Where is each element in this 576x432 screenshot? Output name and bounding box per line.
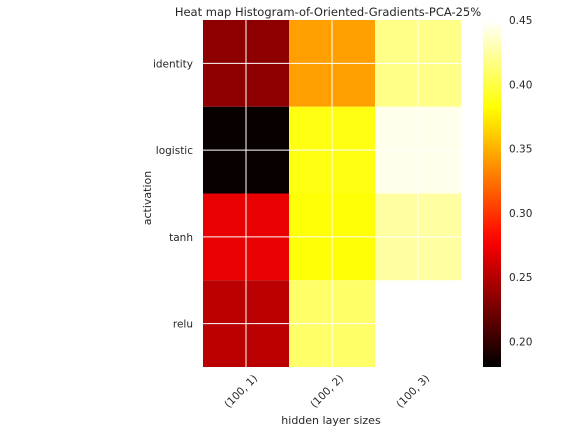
colorbar-tick-label: 0.25 [509, 272, 532, 284]
y-tick-label: tanh [169, 232, 193, 244]
y-axis-label: activation [141, 171, 154, 226]
y-tick-label: logistic [156, 145, 193, 157]
y-tick-label: identity [153, 58, 193, 70]
colorbar-tick-label: 0.30 [509, 208, 532, 220]
x-axis-tick-labels: (100, 1) (100, 2) (100, 3) [222, 373, 432, 411]
colorbar [483, 20, 501, 367]
colorbar-tick-labels: 0.20 0.25 0.30 0.35 0.40 0.45 [509, 15, 532, 348]
colorbar-tick-label: 0.45 [509, 15, 532, 27]
x-tick-label: (100, 1) [222, 373, 260, 411]
chart-title: Heat map Histogram-of-Oriented-Gradients… [175, 5, 481, 19]
colorbar-tick-label: 0.40 [509, 79, 532, 91]
x-axis-label: hidden layer sizes [281, 414, 381, 427]
x-tick-label: (100, 2) [308, 373, 346, 411]
colorbar-tick-label: 0.35 [509, 144, 532, 156]
heatmap-gridlines [203, 20, 461, 367]
y-axis-tick-labels: identity logistic tanh relu [153, 58, 193, 330]
x-tick-label: (100, 3) [394, 373, 432, 411]
colorbar-tick-label: 0.20 [509, 336, 532, 348]
colorbar-gradient [483, 20, 501, 367]
y-tick-label: relu [173, 319, 193, 331]
